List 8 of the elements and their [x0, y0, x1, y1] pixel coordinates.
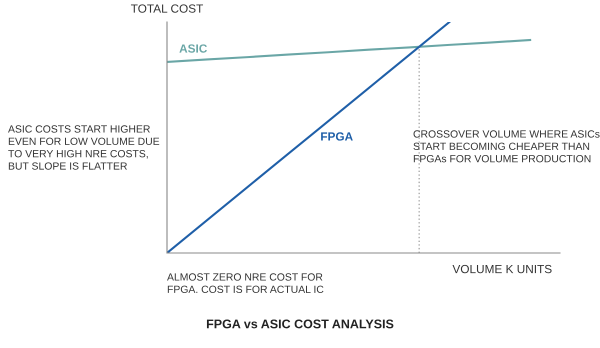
series-label: FPGA — [321, 132, 353, 141]
text: ASIC COSTS START HIGHER EVEN FOR LOW VOLUME DUE TO VERY HIGH NRE COSTS, BUT SLOPE IS FLATTER — [8, 125, 160, 170]
x-axis-title: VOLUME K UNITS — [452, 264, 552, 274]
text: FPGA vs ASIC COST ANALYSIS — [206, 320, 394, 328]
annotation: CROSSOVER VOLUME WHERE ASICs START BECOMING CHEAPER THAN FPGAs FOR VOLUME PRODUCTION — [413, 130, 600, 162]
series-label: ASIC — [179, 44, 207, 53]
text: ALMOST ZERO NRE COST FOR FPGA. COST IS FOR ACTUAL IC — [167, 273, 324, 294]
y-axis-title: TOTAL COST — [130, 4, 204, 13]
